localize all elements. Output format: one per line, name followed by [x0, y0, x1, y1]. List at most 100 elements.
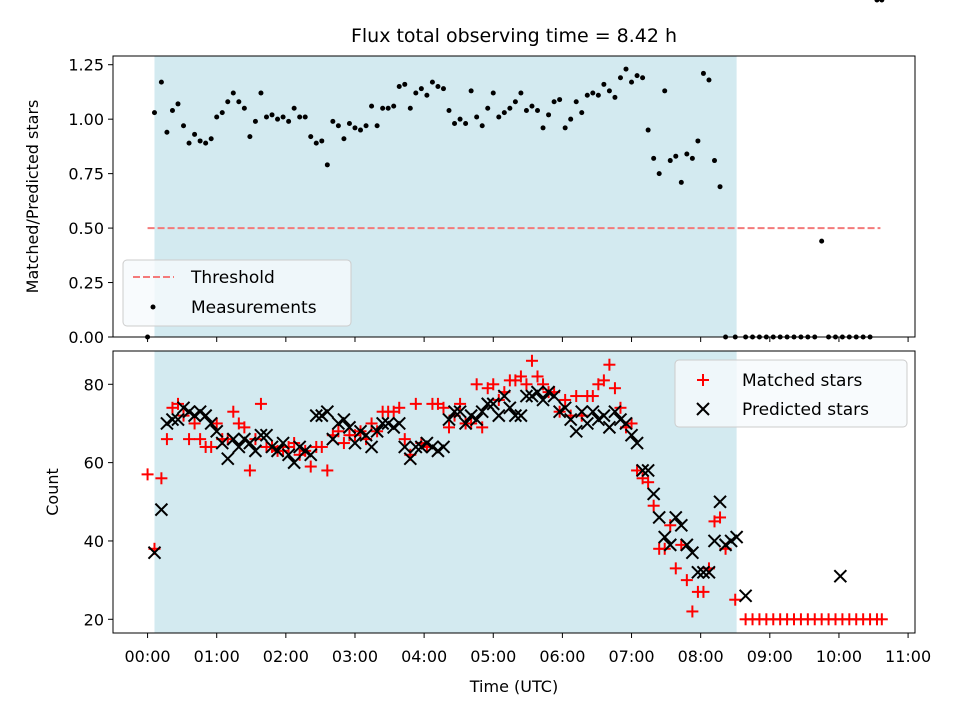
bottom-x-tick-label: 07:00: [608, 647, 654, 666]
matched-star-point: [603, 358, 616, 371]
predicted-star-point: [320, 405, 335, 419]
bottom-x-tick-label: 00:00: [125, 647, 171, 666]
predicted-star-point: [458, 416, 473, 431]
top-y-tick-label: 0.50: [68, 219, 104, 238]
measurement-point: [706, 77, 712, 83]
measurement-point: [579, 110, 585, 116]
matched-star-point: [398, 433, 411, 446]
predicted-star-point: [669, 510, 683, 525]
predicted-star-point: [718, 538, 733, 552]
measurement-point: [507, 105, 513, 111]
predicted-star-point: [160, 416, 174, 431]
predicted-star-point: [658, 530, 672, 544]
predicted-star-point: [713, 495, 727, 509]
bottom-span-rect: [154, 351, 737, 633]
measurement-point: [601, 81, 607, 87]
legend-matched-label: Matched stars: [742, 371, 862, 391]
matched-star-point: [254, 397, 267, 410]
measurement-point: [689, 155, 695, 161]
predicted-star-point: [525, 389, 539, 403]
matched-star-point: [454, 397, 467, 410]
predicted-star-point: [243, 436, 257, 450]
measurement-point: [308, 134, 314, 140]
bottom-x-tick-label: 10:00: [816, 647, 862, 666]
predicted-star-point: [630, 436, 644, 450]
predicted-star-point: [348, 436, 362, 450]
measurement-point: [391, 103, 397, 109]
measurement-point: [557, 97, 563, 103]
measurement-points: [145, 0, 885, 340]
measurement-point: [164, 129, 170, 135]
predicted-star-point: [182, 405, 196, 419]
measurement-point: [673, 153, 679, 159]
matched-star-point: [205, 440, 218, 453]
predicted-star-point: [281, 448, 296, 462]
matched-star-point: [686, 605, 699, 618]
measurement-point: [667, 158, 673, 164]
top-x-axis-ticks: [147, 337, 909, 342]
bottom-observing-span: [154, 351, 737, 633]
measurement-point: [407, 105, 413, 111]
predicted-star-point: [315, 408, 329, 423]
measurement-point: [286, 118, 292, 124]
predicted-star-point: [552, 405, 567, 419]
measurement-point: [297, 114, 303, 120]
top-y-tick-label: 0.75: [68, 165, 104, 184]
matched-star-point: [714, 511, 727, 524]
predicted-star-point: [215, 436, 229, 450]
bottom-y-tick-label: 60: [84, 454, 104, 473]
matched-star-point: [437, 401, 450, 414]
measurement-point: [606, 88, 612, 94]
measurement-point: [258, 90, 264, 96]
measurement-point: [269, 112, 275, 118]
predicted-star-point: [447, 405, 462, 419]
predicted-star-point: [729, 530, 744, 544]
predicted-star-point: [586, 405, 600, 419]
predicted-star-point: [497, 389, 512, 403]
matched-star-point: [680, 574, 693, 587]
bottom-x-tick-label: 09:00: [747, 647, 793, 666]
measurement-point: [396, 83, 402, 89]
matched-star-point: [625, 417, 638, 430]
predicted-star-point: [652, 510, 666, 525]
matched-star-point: [315, 440, 328, 453]
predicted-star-point: [674, 518, 689, 532]
measurement-point: [678, 179, 684, 185]
measurement-point: [352, 125, 358, 131]
predicted-star-point: [259, 428, 274, 442]
predicted-star-point: [337, 412, 351, 427]
matched-star-point: [642, 476, 655, 489]
matched-star-point: [183, 433, 196, 446]
measurement-point: [535, 107, 541, 113]
predicted-star-point: [738, 589, 753, 603]
matched-star-point: [597, 374, 610, 387]
predicted-star-point: [702, 565, 716, 579]
matched-star-point: [875, 613, 888, 626]
legend-matched-swatch: [697, 374, 709, 386]
measurement-point: [330, 118, 336, 124]
bottom-x-tick-label: 05:00: [470, 647, 516, 666]
measurement-point: [275, 116, 281, 122]
bottom-x-axis-label: Time (UTC): [469, 677, 558, 696]
measurement-point: [175, 101, 181, 107]
matched-star-point: [465, 417, 478, 430]
matched-star-point: [332, 425, 345, 438]
predicted-star-point: [580, 416, 594, 431]
predicted-star-point: [624, 428, 639, 442]
predicted-star-point: [309, 408, 323, 423]
measurement-point: [595, 92, 601, 98]
measurement-point: [181, 123, 187, 129]
matched-star-point: [171, 397, 184, 410]
matched-star-point: [188, 417, 201, 430]
top-y-tick-label: 0.25: [68, 274, 104, 293]
predicted-star-point: [833, 569, 848, 583]
measurement-point: [490, 90, 496, 96]
predicted-star-point: [359, 428, 373, 442]
measurement-point: [656, 171, 662, 177]
measurement-point: [501, 110, 507, 116]
predicted-star-point: [608, 405, 622, 419]
measurement-point: [214, 114, 220, 120]
bottom-x-tick-label: 06:00: [539, 647, 585, 666]
measurement-point: [573, 99, 579, 105]
matched-star-point: [669, 562, 682, 575]
